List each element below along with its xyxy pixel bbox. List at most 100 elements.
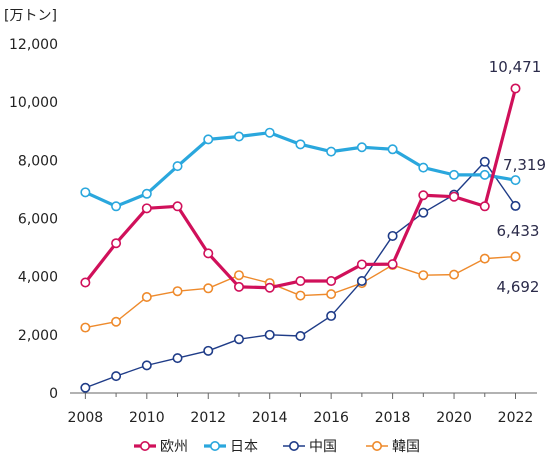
legend-label: 日本 xyxy=(230,439,258,455)
x-tick-label: 2020 xyxy=(436,410,472,426)
legend-item-china: 中国 xyxy=(283,439,337,455)
y-axis-unit-label: [万トン] xyxy=(4,8,57,24)
data-point xyxy=(356,276,367,287)
data-point xyxy=(80,322,91,333)
data-point xyxy=(203,248,214,259)
data-point xyxy=(449,269,460,280)
end-label-europe: 10,471 xyxy=(489,58,542,76)
data-point xyxy=(479,169,490,180)
data-point xyxy=(326,276,337,287)
data-point xyxy=(203,345,214,356)
data-point xyxy=(141,188,152,199)
end-labels: 10,471 7,319 6,433 4,692 xyxy=(489,58,546,296)
legend-label: 中国 xyxy=(309,439,337,455)
series-japan xyxy=(80,127,521,212)
y-tick-label: 4,000 xyxy=(18,270,58,286)
data-point xyxy=(203,283,214,294)
legend-label: 欧州 xyxy=(160,439,188,455)
data-point xyxy=(449,191,460,202)
data-point xyxy=(295,139,306,150)
data-point xyxy=(141,292,152,303)
data-point xyxy=(356,259,367,270)
data-point xyxy=(326,146,337,157)
series-europe xyxy=(80,83,521,293)
data-point xyxy=(387,144,398,155)
data-point xyxy=(418,190,429,201)
data-point xyxy=(326,310,337,321)
series-china xyxy=(80,156,521,393)
legend-label: 韓国 xyxy=(392,439,420,455)
data-point xyxy=(172,161,183,172)
data-point xyxy=(264,127,275,138)
y-tick-label: 2,000 xyxy=(18,328,58,344)
y-tick-label: 8,000 xyxy=(18,153,58,169)
y-tick-label: 6,000 xyxy=(18,212,58,228)
x-tick-label: 2014 xyxy=(252,410,288,426)
data-point xyxy=(510,251,521,262)
data-point xyxy=(141,360,152,371)
end-label-korea: 4,692 xyxy=(497,278,540,296)
x-tick-label: 2012 xyxy=(190,410,226,426)
y-axis-ticks: 0 2,000 4,000 6,000 8,000 10,000 12,000 xyxy=(9,37,58,402)
x-tick-label: 2016 xyxy=(313,410,349,426)
series-line xyxy=(84,88,518,290)
data-point xyxy=(203,134,214,145)
data-point xyxy=(80,187,91,198)
data-point xyxy=(295,276,306,287)
data-point xyxy=(295,290,306,301)
data-point xyxy=(264,329,275,340)
data-point xyxy=(387,259,398,270)
data-point xyxy=(510,83,521,94)
data-point xyxy=(111,201,122,212)
data-point xyxy=(387,230,398,241)
legend-item-europe: 欧州 xyxy=(134,439,188,455)
data-point xyxy=(111,316,122,327)
x-tick-label: 2010 xyxy=(129,410,165,426)
data-point xyxy=(172,286,183,297)
data-point xyxy=(510,175,521,186)
data-point xyxy=(172,353,183,364)
legend-item-korea: 韓国 xyxy=(366,439,420,455)
legend-item-japan: 日本 xyxy=(204,439,258,455)
data-point xyxy=(356,142,367,153)
legend-marker xyxy=(210,440,221,451)
series-lines xyxy=(80,83,521,393)
data-point xyxy=(295,330,306,341)
data-point xyxy=(233,281,244,292)
data-point xyxy=(80,277,91,288)
data-point xyxy=(326,289,337,300)
series-korea xyxy=(80,251,521,333)
end-label-japan: 7,319 xyxy=(503,156,546,174)
data-point xyxy=(479,201,490,212)
data-point xyxy=(264,282,275,293)
data-point xyxy=(418,162,429,173)
data-point xyxy=(479,253,490,264)
x-tick-label: 2022 xyxy=(498,410,534,426)
data-point xyxy=(80,382,91,393)
data-point xyxy=(510,200,521,211)
legend-marker xyxy=(288,440,299,451)
data-point xyxy=(233,270,244,281)
data-point xyxy=(449,169,460,180)
y-tick-label: 12,000 xyxy=(9,37,58,53)
data-point xyxy=(111,371,122,382)
end-label-china: 6,433 xyxy=(497,222,540,240)
y-tick-label: 0 xyxy=(49,386,58,402)
x-tick-label: 2008 xyxy=(68,410,104,426)
y-tick-label: 10,000 xyxy=(9,95,58,111)
legend-marker xyxy=(140,440,151,451)
data-point xyxy=(418,270,429,281)
data-point xyxy=(418,207,429,218)
data-point xyxy=(479,156,490,167)
x-axis: 2008 2010 2012 2014 2016 2018 2020 2022 xyxy=(68,392,537,426)
data-point xyxy=(111,238,122,249)
data-point xyxy=(233,131,244,142)
data-point xyxy=(233,334,244,345)
data-point xyxy=(141,203,152,214)
legend-marker xyxy=(371,440,382,451)
x-tick-label: 2018 xyxy=(375,410,411,426)
data-point xyxy=(172,201,183,212)
legend: 欧州 日本 中国 韓国 xyxy=(134,439,420,455)
